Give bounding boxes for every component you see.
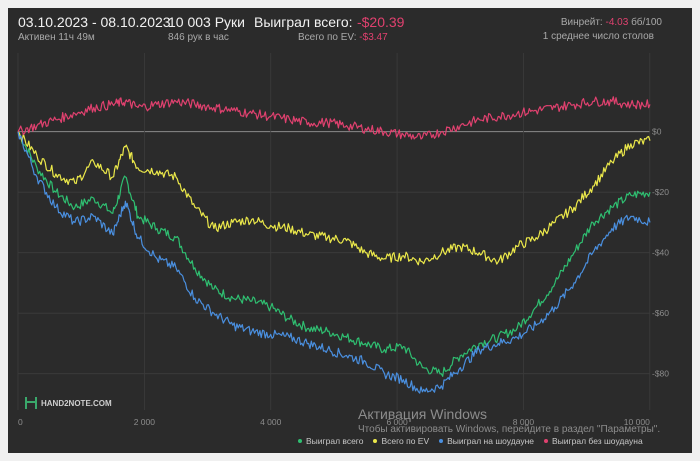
legend-dot-icon	[373, 439, 378, 443]
x-tick-label: 8 000	[513, 417, 535, 427]
date-range: 03.10.2023 - 08.10.2023	[18, 14, 171, 30]
hand2note-logo: HAND2NOTE.COM	[25, 397, 112, 409]
ev-row: Всего по EV: -$3.47	[298, 32, 388, 43]
tables-info: 1 среднее число столов	[542, 31, 654, 42]
y-tick-label: -$60	[652, 308, 669, 318]
won-total-row: Выиграл всего: -$20.39	[254, 14, 404, 32]
windows-activation-watermark: Активация Windows Чтобы активировать Win…	[358, 406, 660, 435]
watermark-title: Активация Windows	[358, 406, 488, 422]
won-total-value: -$20.39	[356, 14, 405, 30]
ev-value: -$3.47	[359, 32, 388, 43]
y-tick-label: -$40	[652, 248, 669, 258]
legend-label: Всего по EV	[381, 436, 430, 446]
series-line-4	[17, 96, 651, 140]
legend-item[interactable]: Всего по EV	[373, 436, 429, 446]
legend-item[interactable]: Выиграл всего	[298, 436, 363, 446]
series-line-2	[17, 131, 651, 266]
series-line-1	[17, 131, 651, 377]
x-tick-label: 10 000	[624, 417, 650, 427]
active-time: Активен 11ч 49м	[18, 32, 95, 43]
winrate-value: -4.03	[605, 17, 629, 28]
legend-dot-icon	[544, 439, 549, 443]
won-total-label: Выиграл всего:	[254, 14, 353, 30]
legend-label: Выиграл всего	[306, 436, 364, 446]
y-tick-label: -$80	[652, 369, 669, 379]
legend-dot-icon	[439, 439, 444, 443]
x-tick-label: 0	[18, 417, 23, 427]
watermark-subtitle: Чтобы активировать Windows, перейдите в …	[358, 424, 661, 435]
chart-legend: Выиграл всего Всего по EV Выиграл на шоуда…	[298, 436, 643, 446]
winrate-label: Винрейт:	[560, 17, 603, 28]
winrate-unit: бб/100	[631, 17, 662, 28]
legend-item[interactable]: Выиграл без шоудауна	[544, 436, 643, 446]
x-tick-label: 6 000	[386, 417, 408, 427]
hands-rate: 846 рук в час	[168, 32, 229, 43]
ev-label: Всего по EV:	[298, 32, 357, 43]
legend-item[interactable]: Выиграл на шоудауне	[439, 436, 534, 446]
hand2note-logo-icon	[25, 397, 37, 409]
report-panel: 03.10.2023 - 08.10.2023 Активен 11ч 49м …	[8, 8, 692, 453]
x-tick-label: 2 000	[134, 417, 156, 427]
winrate-row: Винрейт: -4.03 бб/100	[561, 17, 662, 28]
legend-label: Выиграл без шоудауна	[552, 436, 643, 446]
series-line-3	[17, 131, 651, 394]
profit-chart: $0 -$20 -$40 -$60 -$80 0 2 000 4 000 6 000 8 000 1…	[17, 53, 669, 427]
logo-text: HAND2NOTE.COM	[41, 398, 112, 408]
legend-dot-icon	[298, 439, 302, 443]
y-tick-label: -$20	[652, 187, 669, 197]
x-tick-label: 4 000	[260, 417, 282, 427]
hands-count: 10 003 Руки	[168, 14, 245, 30]
legend-label: Выиграл на шоудауне	[447, 436, 535, 446]
y-tick-label: $0	[652, 127, 662, 137]
